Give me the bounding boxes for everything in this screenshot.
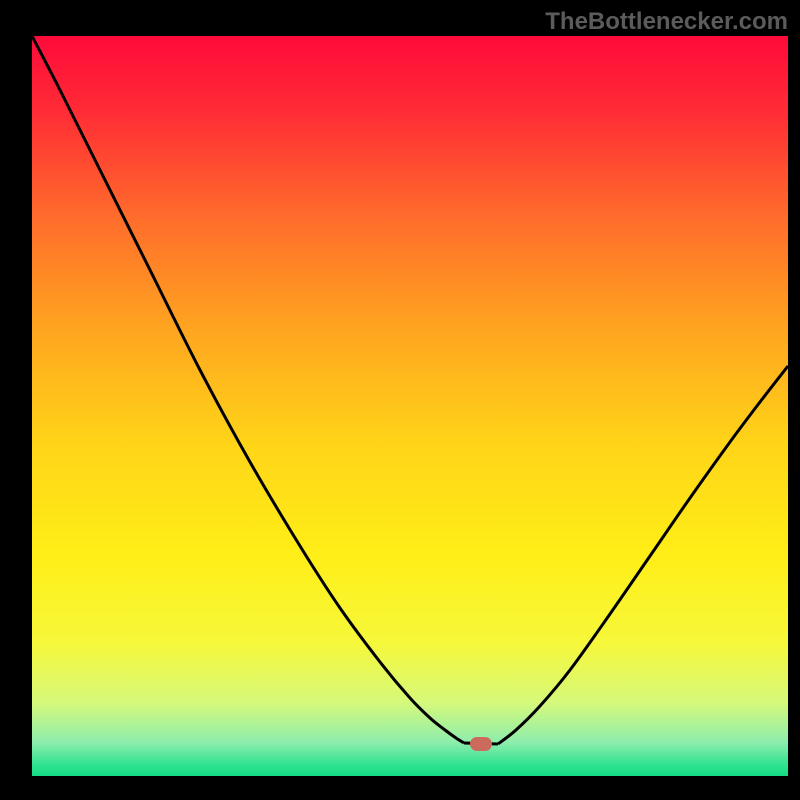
minimum-marker — [470, 737, 492, 751]
chart-container: TheBottlenecker.com — [0, 0, 800, 800]
bottleneck-curve — [0, 0, 800, 800]
watermark-text: TheBottlenecker.com — [545, 8, 788, 36]
